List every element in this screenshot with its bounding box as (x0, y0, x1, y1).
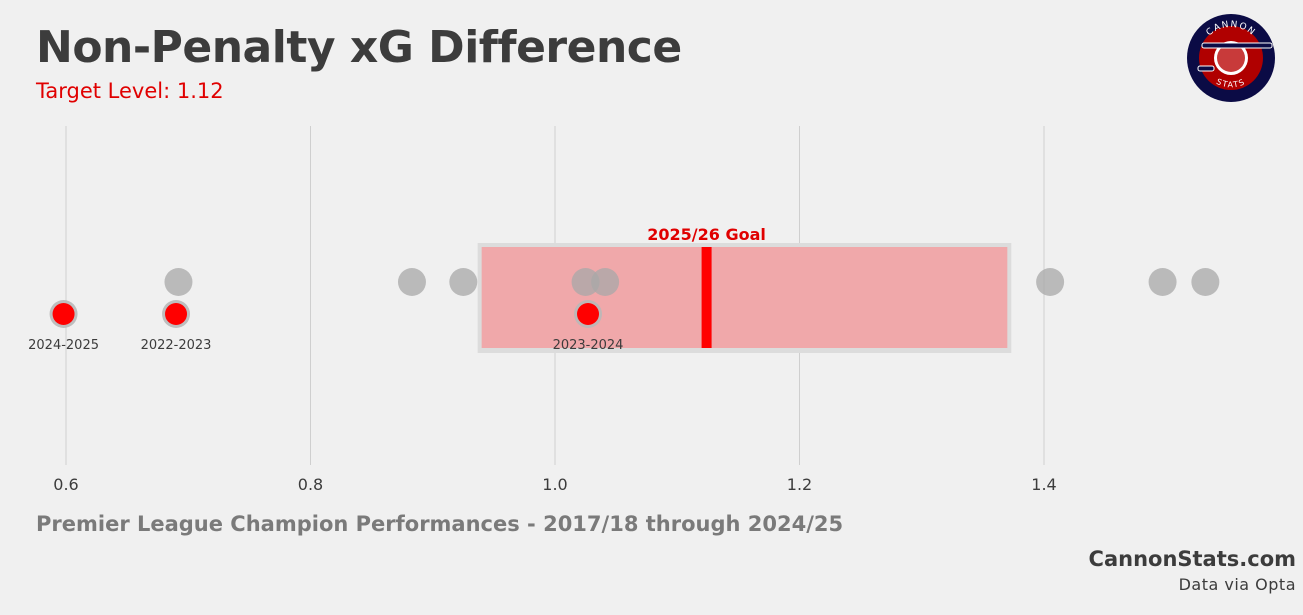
season-point (571, 268, 600, 296)
x-tick-labels: 0.6 0.8 1.0 1.2 1.4 (53, 475, 1056, 494)
target-band-fill (481, 247, 1008, 348)
season-point (397, 268, 426, 296)
x-tick-label: 1.0 (542, 475, 567, 494)
data-points: 2024-2025 2022-2023 2023-2024 (28, 268, 1220, 353)
x-tick-label: 0.6 (53, 475, 78, 494)
data-source: Data via Opta (1178, 575, 1296, 594)
season-point (449, 268, 478, 296)
season-label: 2023-2024 (553, 338, 624, 353)
chart-caption: Premier League Champion Performances - 2… (36, 512, 844, 536)
svg-text:STATS: STATS (1215, 77, 1247, 90)
goal-marker (701, 247, 712, 348)
target-level-label: Target Level: (36, 79, 171, 103)
highlight-point (52, 303, 75, 325)
cannon-stats-logo: CANNON STATS (1187, 14, 1275, 102)
season-point (1148, 268, 1177, 296)
xg-difference-chart: 2025/26 Goal 2024-2025 2022-2023 2023-2024… (28, 126, 1220, 494)
season-point (591, 268, 620, 296)
x-tick-label: 0.8 (298, 475, 323, 494)
logo-bottom-text: STATS (1215, 77, 1246, 90)
highlight-point (577, 303, 600, 325)
season-label: 2022-2023 (141, 338, 212, 353)
highlight-point (165, 303, 188, 325)
x-tick-label: 1.2 (787, 475, 812, 494)
season-label: 2024-2025 (28, 338, 99, 353)
chart-title: Non-Penalty xG Difference (36, 22, 682, 73)
season-point (1191, 268, 1220, 296)
x-tick-label: 1.4 (1031, 475, 1056, 494)
brand-name: CannonStats.com (1088, 547, 1296, 571)
target-band: 2025/26 Goal (477, 225, 1012, 353)
season-point (1036, 268, 1065, 296)
season-point (164, 268, 193, 296)
goal-label: 2025/26 Goal (647, 225, 766, 244)
chart-subtitle: Target Level: 1.12 (36, 79, 224, 103)
target-level-value: 1.12 (176, 79, 224, 103)
